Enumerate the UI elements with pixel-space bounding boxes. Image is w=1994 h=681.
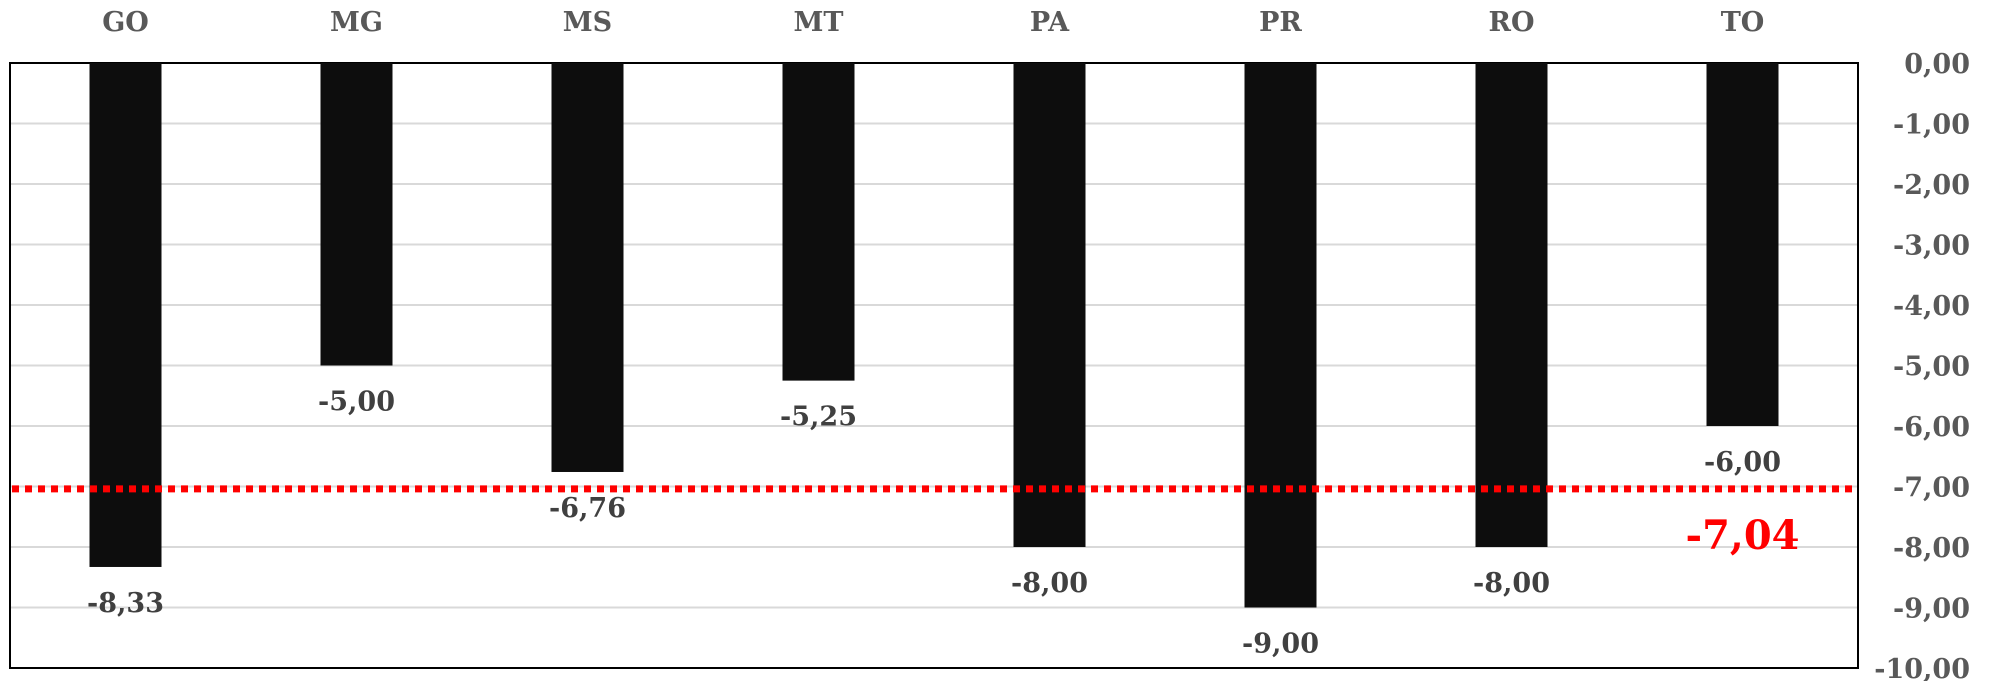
- y-tick-label: -1,00: [1893, 110, 1970, 141]
- y-tick-label: 0,00: [1904, 49, 1970, 80]
- category-label: GO: [102, 7, 149, 38]
- data-label: -8,00: [1011, 568, 1088, 599]
- gridlines: [10, 62, 1858, 669]
- bar-mg: [320, 63, 393, 366]
- bar-pa: [1013, 63, 1086, 547]
- y-tick-label: -2,00: [1893, 170, 1970, 201]
- category-label: MG: [330, 7, 383, 38]
- data-label: -5,25: [780, 402, 857, 433]
- category-label: PA: [1030, 7, 1070, 38]
- data-label: -9,00: [1242, 629, 1319, 660]
- data-label: -6,76: [549, 493, 626, 524]
- bar-to: [1706, 63, 1779, 426]
- y-tick-labels: 0,00 -1,00 -2,00 -3,00 -4,00 -5,00 -6,00 -7,00 -…: [1874, 49, 1970, 681]
- bar-ms: [551, 63, 624, 472]
- bar-pr: [1244, 63, 1317, 608]
- bars: [89, 63, 1779, 608]
- y-tick-label: -10,00: [1874, 654, 1970, 681]
- bar-go: [89, 63, 162, 567]
- data-label: -8,00: [1473, 568, 1550, 599]
- data-labels: -8,33 -5,00 -6,76 -5,25 -8,00 -9,00 -8,00 -6,00: [87, 387, 1781, 660]
- category-label: TO: [1721, 7, 1765, 38]
- y-tick-label: -7,00: [1893, 473, 1970, 504]
- y-tick-label: -9,00: [1893, 594, 1970, 625]
- plot-area-border: [9, 62, 1859, 669]
- y-tick-label: -3,00: [1893, 231, 1970, 262]
- average-label: -7,04: [1685, 512, 1799, 559]
- category-label: RO: [1489, 7, 1535, 38]
- data-label: -5,00: [318, 387, 395, 418]
- category-labels: GO MG MS MT PA PR RO TO: [102, 7, 1764, 38]
- category-label: MS: [563, 7, 612, 38]
- y-tick-label: -4,00: [1893, 291, 1970, 322]
- category-label: MT: [794, 7, 844, 38]
- bar-mt: [782, 63, 855, 381]
- y-tick-label: -6,00: [1893, 412, 1970, 443]
- bar-ro: [1475, 63, 1548, 547]
- y-tick-label: -5,00: [1893, 352, 1970, 383]
- y-tick-label: -8,00: [1893, 533, 1970, 564]
- data-label: -8,33: [87, 588, 164, 619]
- category-label: PR: [1259, 7, 1302, 38]
- data-label: -6,00: [1704, 447, 1781, 478]
